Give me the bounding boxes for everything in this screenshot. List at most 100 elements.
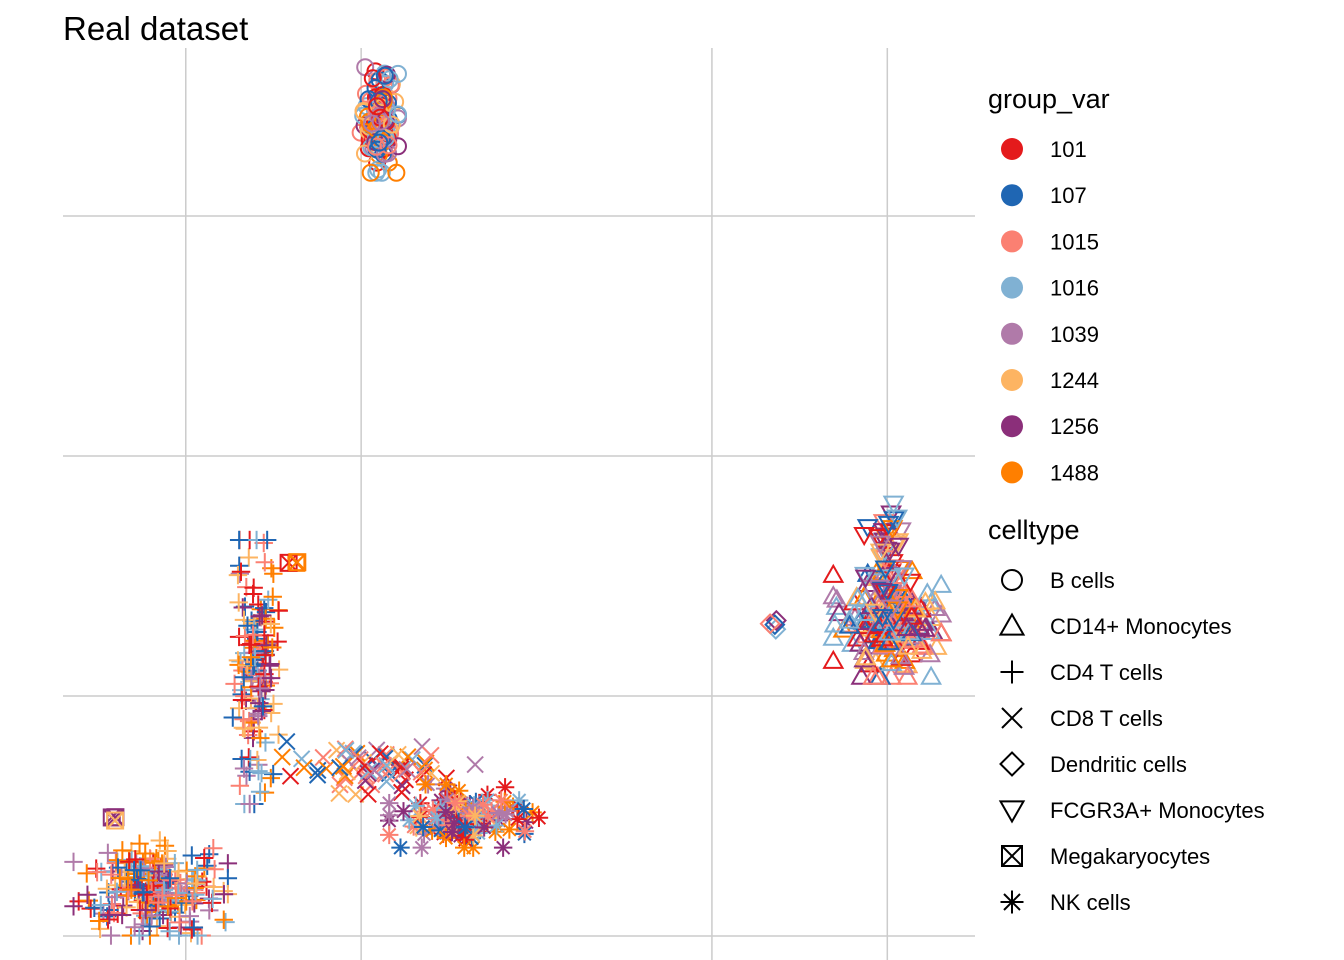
color-legend-title: group_var [988,84,1110,114]
data-point-651 [136,900,155,920]
data-point-321 [863,623,886,643]
data-point-737 [265,618,284,637]
data-point-134 [382,115,401,134]
data-point-157 [925,635,948,655]
data-point-593 [130,926,149,945]
data-point-952 [509,791,529,810]
data-point-372 [853,526,876,547]
data-point-746 [261,768,280,788]
data-point-744 [240,794,259,814]
data-point-792 [248,704,268,723]
data-point-766 [251,728,270,748]
data-point-727 [256,733,275,752]
data-point-841 [371,744,389,763]
data-point-258 [924,596,947,617]
shape-legend-label-6: Megakaryocytes [1050,844,1210,869]
data-point-396 [880,599,903,619]
data-point-820 [346,785,365,804]
data-point-805 [252,606,272,625]
data-point-1009 [436,802,455,822]
data-point-1025 [288,553,307,572]
shape-legend-key-0 [1001,569,1023,591]
data-point-384 [886,601,909,621]
data-point-393 [869,543,892,563]
data-point-621 [184,918,204,937]
data-point-167 [896,665,919,685]
data-point-239 [823,613,846,633]
data-point-739 [250,782,270,801]
color-legend-key-107 [1001,184,1023,207]
color-legend-entries: 101 107 1015 1016 1039 1244 1256 1488 [1001,137,1099,485]
data-point-778 [242,669,261,689]
data-point-297 [852,601,875,621]
data-point-518 [150,909,169,928]
color-legend-key-1039 [1001,322,1023,345]
data-point-861 [337,741,355,760]
data-point-643 [122,880,141,899]
data-point-1004 [515,822,535,841]
data-point-609 [160,921,179,941]
data-point-705 [237,766,256,785]
data-point-636 [98,910,118,929]
data-point-1003 [474,818,494,837]
data-point-781 [261,668,281,688]
data-point-1029 [759,613,781,635]
data-point-815 [252,763,271,783]
data-point-646 [139,871,158,890]
data-point-819 [231,562,251,581]
data-point-575 [214,910,233,929]
data-point-612 [113,841,132,860]
color-legend-key-1015 [1001,230,1023,253]
data-point-783 [269,601,288,621]
data-point-652 [186,874,206,893]
data-point-635 [205,860,224,879]
color-legend-key-1256 [1001,415,1023,438]
data-point-178 [901,559,924,580]
data-point-268 [854,614,877,635]
data-point-95 [356,58,375,77]
data-point-645 [98,843,118,863]
data-point-1015 [491,791,511,810]
data-point-658 [154,854,174,873]
data-point-904 [412,838,432,857]
data-point-602 [107,882,127,902]
data-point-388 [877,515,900,536]
data-point-689 [243,584,263,604]
shape-legend-key-5 [998,800,1026,824]
data-point-136 [370,133,389,152]
data-point-864 [392,783,411,802]
data-point-391 [887,537,910,557]
data-point-785 [257,530,277,550]
data-point-870 [334,757,353,776]
data-point-155 [822,563,845,583]
data-point-855 [466,755,484,774]
shape-legend-label-3: CD8 T cells [1050,706,1163,731]
shape-legend-key-2 [1000,660,1024,684]
data-point-642 [203,889,222,909]
shape-legend-label-2: CD4 T cells [1050,660,1163,685]
data-point-930 [437,775,456,794]
data-point-382 [881,520,904,540]
data-point-324 [878,631,900,651]
data-point-888 [422,746,440,764]
shape-legend-key-1 [998,612,1026,636]
data-point-993 [423,800,443,820]
shape-legend-title: celltype [988,515,1080,545]
data-point-275 [889,645,912,665]
data-point-303 [838,609,861,629]
color-legend-key-1016 [1001,276,1023,299]
data-point-808 [229,530,249,550]
data-point-787 [229,593,248,612]
data-point-816 [253,697,273,716]
data-point-811 [232,690,252,710]
data-point-552 [198,856,217,875]
data-point-547 [214,885,234,904]
data-point-769 [229,699,249,718]
data-point-294 [930,621,953,642]
data-point-1018 [455,838,474,857]
data-point-380 [876,584,899,604]
data-point-610 [126,850,145,869]
data-point-230 [930,573,953,593]
data-point-963 [529,808,549,827]
data-point-653 [89,911,109,931]
